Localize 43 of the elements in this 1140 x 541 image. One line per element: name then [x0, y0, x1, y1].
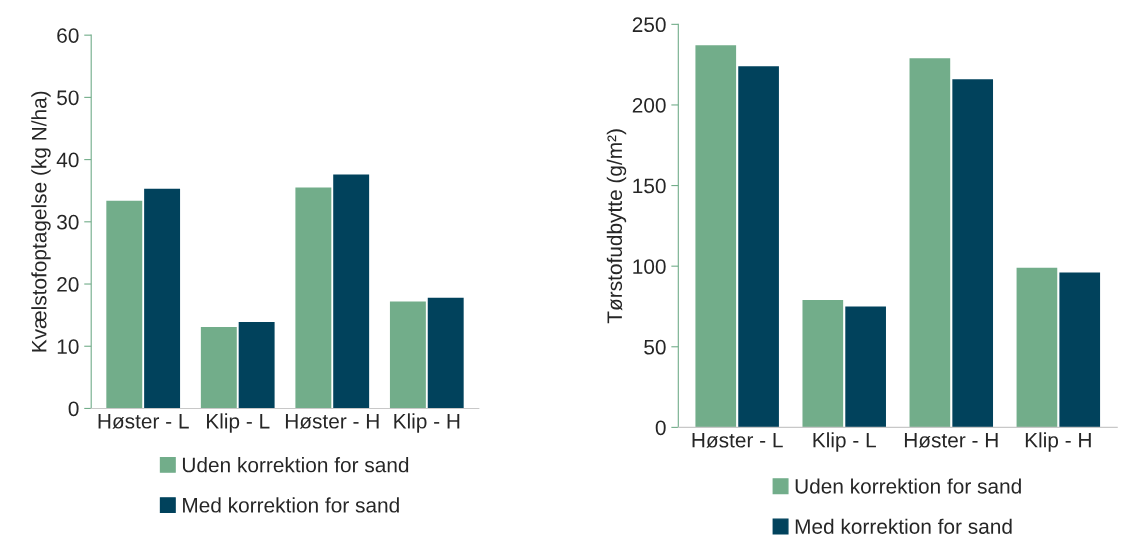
legend-label: Med korrektion for sand: [183, 497, 399, 513]
y-tick-label: 250: [632, 17, 666, 33]
bar: [1016, 267, 1058, 428]
x-tick-label: Klip - L: [207, 413, 270, 433]
bar: [427, 297, 464, 409]
bar: [845, 306, 886, 428]
y-tick-label: 100: [633, 259, 666, 274]
y-tick-label: 60: [57, 28, 79, 43]
y-tick-label: 150: [633, 178, 666, 194]
bar: [106, 200, 143, 409]
x-tick-label: Klip - H: [1025, 432, 1091, 452]
bar: [909, 58, 951, 428]
legend-label: Uden korrektion for sand: [182, 457, 409, 473]
bar: [952, 79, 994, 428]
bar: [695, 45, 737, 428]
bar: [1059, 272, 1101, 428]
x-tick-label: Høster - H: [904, 433, 998, 448]
bar: [802, 300, 844, 428]
x-tick-label: Klip - L: [813, 432, 876, 452]
y-tick-label: 50: [644, 339, 666, 355]
bar: [738, 66, 779, 428]
x-tick-label: Høster - L: [692, 433, 783, 448]
bar: [200, 326, 237, 409]
bar: [144, 188, 181, 409]
y-tick-label: 200: [632, 97, 666, 113]
bar: [389, 301, 426, 409]
bar: [238, 321, 275, 409]
y-tick-label: 10: [57, 339, 79, 354]
y-axis-title: Tørstofudbytte (g/m²): [606, 129, 627, 324]
y-tick-label: 40: [56, 152, 79, 168]
y-tick-label: 30: [57, 214, 79, 230]
bar: [333, 174, 370, 409]
y-tick-label: 50: [57, 90, 79, 106]
y-tick-label: 0: [68, 401, 79, 417]
y-axis-title: Kvælstofoptagelse (kg N/ha): [31, 91, 51, 352]
x-tick-label: Høster - H: [285, 414, 379, 429]
legend-label: Med korrektion for sand: [795, 518, 1012, 534]
bar: [295, 187, 332, 409]
x-tick-label: Klip - H: [394, 413, 460, 433]
legend-label: Uden korrektion for sand: [795, 478, 1021, 494]
y-tick-label: 20: [57, 277, 79, 292]
x-tick-label: Høster - L: [98, 414, 189, 429]
y-tick-label: 0: [655, 420, 666, 436]
